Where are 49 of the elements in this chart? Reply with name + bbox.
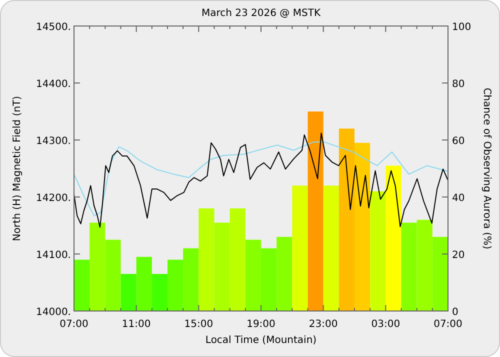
y2-tick-label: 60: [452, 136, 465, 147]
x-tick-label: 11:00: [122, 319, 151, 330]
y2-axis-title: Chance of Observing Aurora (%): [481, 88, 492, 250]
bar: [105, 240, 121, 311]
bar: [323, 186, 339, 311]
bar: [370, 191, 386, 311]
x-tick-label: 07:00: [434, 319, 462, 330]
bar: [245, 240, 261, 311]
x-tick-label: 15:00: [184, 319, 214, 330]
bar: [183, 248, 199, 311]
y-tick-label: 14100.: [36, 250, 71, 261]
y-tick-label: 14500.: [36, 22, 71, 33]
bar: [214, 222, 230, 311]
bar: [386, 166, 402, 311]
bar: [276, 236, 292, 311]
y2-tick-label: 100: [452, 22, 472, 33]
bar: [354, 142, 370, 311]
x-tick-label: 07:00: [60, 319, 88, 330]
bar: [338, 128, 354, 311]
bar: [261, 248, 277, 311]
y2-tick-label: 0: [452, 307, 458, 318]
bar: [198, 208, 214, 311]
x-axis-title: Local Time (Mountain): [205, 335, 317, 346]
line-series: [74, 141, 448, 216]
chart-title: March 23 2026 @ MSTK: [201, 8, 321, 19]
bar: [120, 274, 136, 311]
y-axis-title: North (H) Magnetic Field (nT): [12, 96, 23, 242]
y-tick-label: 14000.: [36, 307, 71, 318]
bar: [292, 186, 308, 311]
bar: [230, 208, 246, 311]
bar: [401, 222, 417, 311]
y-tick-label: 14400.: [36, 79, 71, 90]
y2-tick-label: 20: [452, 250, 465, 261]
bar: [74, 260, 90, 311]
line-series: [74, 132, 448, 228]
bar: [152, 274, 168, 311]
y2-tick-label: 80: [452, 79, 465, 90]
bar: [416, 220, 432, 311]
bar: [308, 112, 324, 311]
bar: [432, 236, 448, 311]
bar: [168, 260, 184, 311]
x-tick-label: 19:00: [246, 319, 276, 330]
y-tick-label: 14300.: [36, 136, 71, 147]
bar: [90, 222, 106, 311]
y-tick-label: 14200.: [36, 193, 71, 204]
y2-tick-label: 40: [452, 193, 465, 204]
bar: [136, 256, 152, 311]
x-tick-label: 23:00: [308, 319, 338, 330]
x-tick-label: 03:00: [371, 319, 400, 330]
